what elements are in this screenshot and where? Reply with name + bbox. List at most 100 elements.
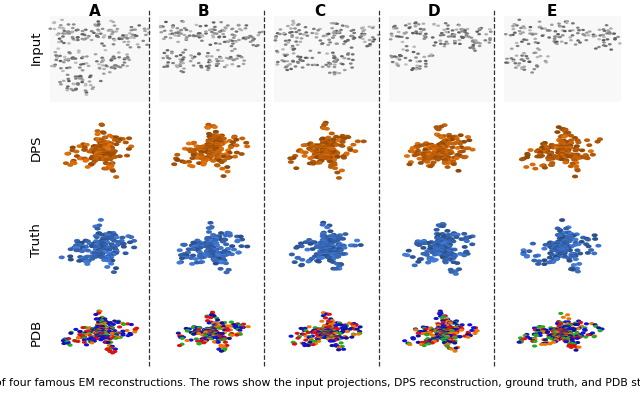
Circle shape (438, 327, 444, 330)
Circle shape (439, 247, 445, 251)
Circle shape (218, 231, 224, 235)
Circle shape (306, 343, 311, 346)
Circle shape (76, 29, 79, 31)
Circle shape (461, 232, 467, 236)
Circle shape (230, 40, 234, 42)
Circle shape (439, 331, 444, 334)
Circle shape (559, 331, 564, 334)
Circle shape (77, 51, 81, 53)
Circle shape (448, 256, 454, 260)
Circle shape (206, 253, 212, 256)
Circle shape (321, 334, 326, 337)
Circle shape (335, 344, 340, 347)
Circle shape (310, 160, 316, 163)
Circle shape (100, 325, 105, 328)
Circle shape (211, 327, 216, 331)
Circle shape (340, 140, 346, 144)
Circle shape (451, 260, 457, 264)
Circle shape (90, 340, 95, 343)
Circle shape (202, 254, 207, 258)
Circle shape (84, 255, 91, 258)
Circle shape (210, 31, 214, 33)
Circle shape (612, 33, 616, 35)
Circle shape (97, 246, 103, 250)
Circle shape (109, 326, 114, 329)
Circle shape (559, 248, 566, 252)
Circle shape (205, 328, 210, 331)
Circle shape (204, 142, 211, 146)
Circle shape (325, 148, 332, 151)
Circle shape (74, 88, 77, 91)
Circle shape (219, 141, 225, 145)
Circle shape (116, 320, 121, 323)
Circle shape (323, 332, 328, 335)
Circle shape (436, 242, 442, 246)
Circle shape (547, 336, 552, 339)
Circle shape (440, 148, 446, 152)
Circle shape (77, 333, 83, 336)
Circle shape (543, 243, 548, 247)
Circle shape (113, 347, 118, 351)
Circle shape (559, 247, 564, 250)
Circle shape (447, 249, 453, 252)
Circle shape (320, 151, 326, 154)
Circle shape (95, 330, 100, 333)
Circle shape (108, 346, 113, 349)
Circle shape (292, 260, 298, 264)
Circle shape (442, 151, 447, 154)
Circle shape (207, 153, 213, 157)
Circle shape (220, 142, 225, 146)
Circle shape (323, 334, 328, 337)
Circle shape (568, 342, 573, 345)
Circle shape (437, 244, 443, 247)
Circle shape (207, 146, 214, 150)
Circle shape (330, 257, 336, 261)
Circle shape (350, 143, 356, 147)
Circle shape (125, 234, 131, 238)
Circle shape (328, 237, 333, 241)
Circle shape (455, 325, 460, 328)
Circle shape (442, 339, 447, 342)
Circle shape (561, 316, 566, 319)
Circle shape (95, 328, 100, 331)
Circle shape (319, 320, 324, 323)
Circle shape (208, 331, 213, 334)
Circle shape (105, 141, 111, 144)
Circle shape (61, 70, 65, 72)
Circle shape (103, 161, 109, 165)
Circle shape (159, 31, 163, 33)
Circle shape (332, 32, 335, 34)
Circle shape (444, 251, 449, 255)
Circle shape (324, 64, 328, 66)
Circle shape (351, 53, 355, 55)
Circle shape (320, 329, 325, 332)
Circle shape (360, 35, 364, 37)
Circle shape (566, 338, 571, 341)
Circle shape (456, 267, 462, 271)
Circle shape (97, 66, 101, 69)
Circle shape (330, 27, 334, 29)
Circle shape (336, 348, 341, 351)
Circle shape (239, 238, 245, 241)
Circle shape (94, 330, 99, 333)
Circle shape (208, 246, 214, 250)
Circle shape (545, 331, 550, 334)
Circle shape (536, 66, 540, 68)
Circle shape (325, 335, 330, 338)
Circle shape (415, 67, 419, 69)
Circle shape (291, 61, 295, 63)
Circle shape (288, 63, 292, 65)
Circle shape (216, 149, 222, 153)
Circle shape (236, 328, 241, 331)
Circle shape (421, 157, 428, 160)
Circle shape (553, 246, 559, 250)
Circle shape (209, 334, 214, 337)
Circle shape (205, 245, 212, 249)
Circle shape (332, 336, 337, 339)
Circle shape (109, 332, 115, 335)
Circle shape (323, 148, 328, 152)
Circle shape (333, 56, 337, 59)
Circle shape (407, 343, 412, 346)
Circle shape (579, 149, 585, 152)
Circle shape (549, 337, 554, 340)
